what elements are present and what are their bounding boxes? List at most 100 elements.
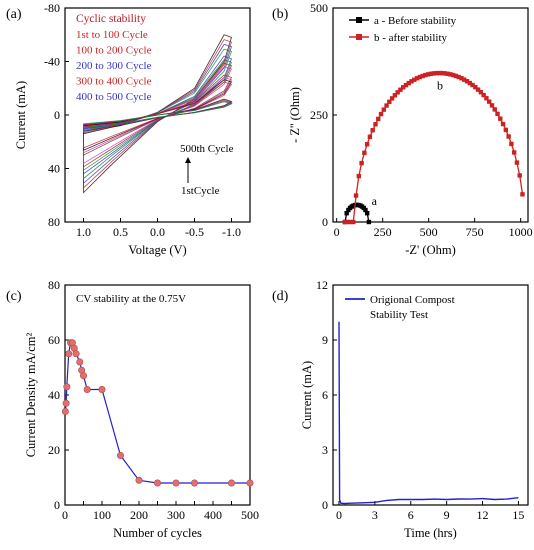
legend-entry: b - after stability [374,32,448,44]
nyquist-point [450,72,456,78]
panel-c: (c) 0 100 200 300 400 500 0 20 40 60 80 Number of cy… [6,278,259,540]
nyquist-point [489,103,495,108]
nyquist-point [356,173,362,179]
nyquist-point [376,116,381,122]
x-tick-label: 1000 [509,225,533,239]
data-point [228,479,236,487]
data-point [172,479,180,487]
nyquist-point [351,219,356,225]
x-tick-label: 500 [420,225,438,239]
x-tick-label: 0.0 [150,225,165,239]
y-tick-label: 0 [322,215,328,229]
data-point [117,451,125,459]
nyquist-point [467,80,472,86]
nyquist-point [434,70,439,76]
x-axis-label: Voltage (V) [128,243,186,257]
data-point [61,407,69,415]
curve-label: a [372,194,378,208]
nyquist-point [381,107,386,112]
nyquist-point [342,219,348,225]
nyquist-point [431,71,436,76]
panel-a: (a) 1.0 0.5 0.0 -0.5 -1.0 -80 -40 0 40 80 Voltage (… [6,1,251,257]
nyquist-point [437,70,442,76]
y-axis-label: - Z'' (Ohm) [288,87,302,143]
nyquist-point [481,92,486,98]
y-tick-label: 40 [48,162,60,176]
nyquist-point [409,79,414,84]
nyquist-point [453,73,459,79]
data-point [65,350,73,358]
legend-entry: 1st to 100 Cycle [76,29,148,41]
nyquist-point [403,82,409,88]
series-line [338,321,519,505]
nyquist-point [387,99,392,105]
legend-entry: 100 to 200 Cycle [76,45,152,57]
nyquist-point [475,87,481,92]
legend-entry: 400 to 500 Cycle [76,91,152,103]
y-tick-label: 9 [322,333,328,347]
nyquist-point [464,79,470,84]
legend-entry: 300 to 400 Cycle [76,76,152,88]
x-tick-label: 400 [204,508,222,522]
nyquist-point [456,74,461,80]
nyquist-point [517,173,522,178]
nyquist-point [364,142,370,147]
nyquist-point [442,71,448,76]
legend-entry: 200 to 300 Cycle [76,60,152,72]
nyquist-point [384,103,389,108]
nyquist-point [462,77,467,82]
x-axis-label: Number of cycles [113,526,202,540]
y-tick-label: 12 [316,278,328,292]
y-tick-label: 3 [322,443,328,457]
x-axis-label: Time (hrs) [404,526,457,540]
legend-entry: Origional Compost [370,294,455,306]
y-tick-label: -40 [44,55,60,69]
data-point [135,476,143,484]
y-tick-label: 6 [322,388,328,402]
legend-entry-line2: Stability Test [370,309,428,321]
data-point [191,479,199,487]
y-tick-label: 500 [310,1,328,15]
data-point [83,385,91,393]
curve-label: b [437,78,443,92]
nyquist-point [492,107,497,112]
legend-entry: a - Before stability [374,15,457,27]
x-tick-label: 3 [372,508,378,522]
nyquist-point [498,116,503,121]
x-tick-label: 0 [334,225,340,239]
arrow-head-icon [185,157,191,163]
nyquist-point [359,160,364,166]
y-axis-label: Current (mA) [14,81,28,149]
nyquist-point [445,71,450,76]
panel-label: (b) [272,7,289,22]
y-axis-label: Current Density mA/cm² [24,332,38,457]
y-tick-label: -80 [44,1,60,15]
nyquist-point [473,85,478,90]
nyquist-point [366,219,372,225]
x-tick-label: 6 [408,508,414,522]
nyquist-point [406,80,411,86]
nyquist-point [378,111,384,117]
y-tick-label: 0 [54,498,60,512]
cv-loop [83,98,233,135]
nyquist-point [439,70,445,76]
annotation-1st: 1stCycle [181,185,220,197]
data-point [80,372,88,380]
panel-b: (b) 0 250 500 750 1000 0 250 500 -Z' (Ohm) - Z'' (… [272,1,533,257]
data-point [63,383,71,391]
x-tick-label: 1.0 [76,225,91,239]
x-tick-label: 9 [444,508,450,522]
nyquist-point [414,76,420,81]
nyquist-point [495,111,500,117]
y-tick-label: 40 [48,388,60,402]
nyquist-point [448,72,453,77]
nyquist-point [412,77,417,82]
nyquist-point [353,193,359,198]
nyquist-point [401,85,406,90]
y-tick-label: 80 [48,215,60,229]
nyquist-point [470,82,475,88]
plot-frame [332,284,529,506]
y-tick-label: 60 [48,333,60,347]
nyquist-point [395,90,400,95]
